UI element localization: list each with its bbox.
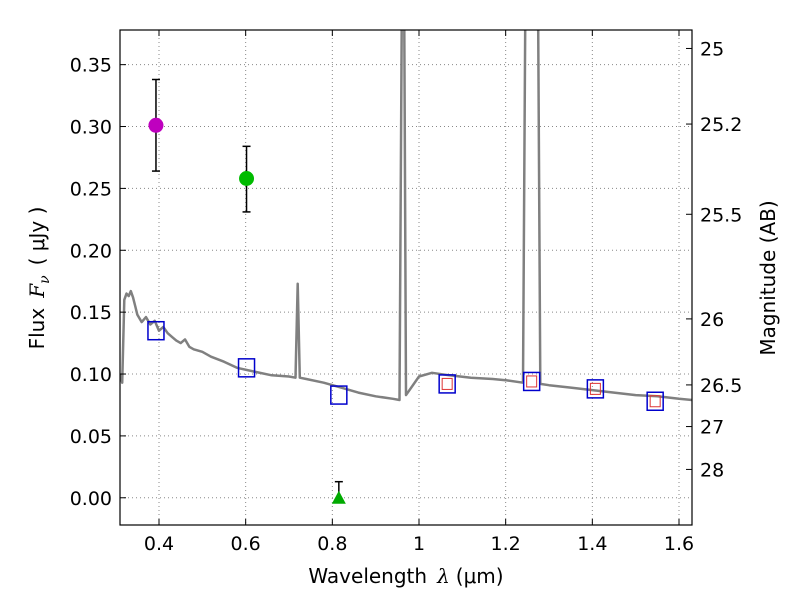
x-tick-label: 1.2 — [491, 533, 521, 555]
model-photometry-marker — [522, 371, 541, 392]
model-photometry-marker — [147, 320, 165, 341]
y2-tick-label: 25.2 — [700, 114, 742, 136]
y2-tick-label: 25.5 — [700, 204, 742, 226]
y2-axis-label: Magnitude (AB) — [756, 200, 780, 355]
y2-tick-label: 27 — [700, 417, 724, 439]
spectrum-line — [120, 30, 692, 402]
y2-tick-label: 26.5 — [700, 375, 742, 397]
x-axis-label: Wavelength λ (μm) — [308, 564, 503, 588]
model-photometry-marker — [586, 379, 605, 399]
observed-flux-marker — [239, 171, 255, 186]
spectrum-layer — [120, 30, 692, 402]
model-photometry-inner-marker — [441, 377, 453, 390]
y-tick-label: 0.20 — [70, 240, 112, 262]
x-tick-label: 0.6 — [231, 533, 261, 555]
y-tick-label: 0.00 — [70, 488, 112, 510]
plot-frame — [119, 29, 693, 526]
y2-tick-label: 25 — [700, 38, 724, 60]
model-photometry-inner-marker — [649, 395, 661, 408]
model-photometry-inner-marker — [526, 375, 538, 388]
y2-tick-label: 28 — [700, 459, 724, 481]
y-tick-label: 0.05 — [70, 426, 112, 448]
grid-lines — [120, 30, 692, 525]
tick-layer: 0.4 0.6 0.8 1 1.2 1.4 1.6 0.00 0.05 0.10 0.15 0.20 0… — [70, 30, 742, 555]
y-tick-label: 0.25 — [70, 178, 112, 200]
marker-layer — [147, 78, 664, 504]
model-photometry-marker — [646, 391, 664, 411]
x-tick-label: 0.8 — [317, 533, 347, 555]
y-tick-label: 0.15 — [70, 302, 112, 324]
y-tick-label: 0.10 — [70, 364, 112, 386]
model-photometry-inner-marker — [589, 382, 601, 395]
y-tick-label: 0.30 — [70, 117, 112, 139]
x-tick-label: 1.4 — [577, 533, 607, 555]
x-tick-label: 1 — [413, 533, 425, 555]
model-photometry-marker — [330, 385, 348, 405]
y-tick-label: 0.35 — [70, 55, 112, 77]
y-axis-label: FluxFν( μJy ) — [25, 207, 53, 350]
upper-limit-marker — [331, 490, 346, 504]
model-photometry-marker — [438, 374, 456, 394]
model-photometry-marker — [237, 358, 256, 378]
y2-tick-label: 26 — [700, 309, 724, 331]
observed-flux-marker — [148, 117, 164, 133]
x-tick-label: 0.4 — [144, 533, 174, 555]
x-tick-label: 1.6 — [664, 533, 694, 555]
